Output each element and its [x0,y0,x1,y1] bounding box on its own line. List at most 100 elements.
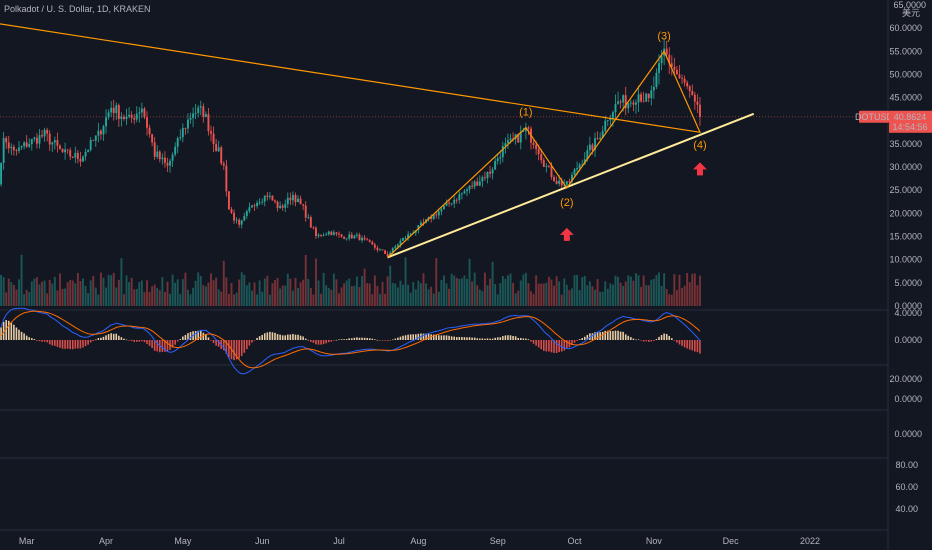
macd-histogram-bar [617,330,619,340]
macd-histogram-bar [458,336,461,340]
macd-histogram-bar [338,339,340,341]
volume-bar [59,273,61,306]
macd-histogram-bar [18,329,20,340]
time-axis-label: Apr [99,536,113,546]
macd-histogram-bar [210,340,212,341]
candle-body [491,169,494,174]
macd-histogram-bar [54,340,56,346]
macd-histogram-bar [348,338,351,340]
candle-body [489,171,491,174]
symbol-title[interactable]: Polkadot / U. S. Dollar, 1D, KRAKEN [4,4,151,14]
macd-histogram-bar [261,334,263,340]
volume-bar [82,278,84,306]
candle-body [151,134,154,143]
candle-body [691,91,694,95]
volume-bar [238,279,241,306]
volume-bar [102,277,105,306]
macd-histogram-bar [36,340,38,341]
panel5-axis-tick: 80.00 [895,460,918,470]
wave2-up-arrow-icon [559,227,574,241]
volume-bar [304,254,307,306]
symbol-badge[interactable] [859,110,889,123]
volume-bar [391,282,394,306]
candle-body [10,146,13,149]
volume-bar [427,289,430,306]
macd-histogram-bar [304,338,307,340]
time-axis-label: Mar [19,536,35,546]
macd-histogram-bar [189,332,192,340]
volume-bar [309,287,312,306]
candle-body [12,146,15,151]
volume-bar [637,275,640,306]
candle-body [82,156,84,162]
candle-body [217,147,220,152]
candle-body [652,86,655,91]
macd-histogram-bar [412,334,415,340]
macd-histogram-bar [658,336,660,340]
candle-body [550,166,553,178]
volume-bar [128,282,131,306]
volume-bar [192,287,195,306]
currency-label: 美元 [902,7,920,18]
macd-histogram-bar [624,334,627,340]
macd-histogram-bar [427,333,430,340]
volume-bar [350,286,353,306]
bar-countdown: 14:54:56 [892,122,927,132]
macd-histogram-bar [404,335,407,340]
volume-bar [647,285,650,306]
candle-body [355,234,358,236]
macd-histogram-bar [202,332,205,340]
macd-histogram-bar [371,338,374,340]
candle-body [194,112,197,114]
volume-bar [112,272,115,306]
candle-body [507,140,509,144]
support-trendline[interactable] [387,112,755,259]
macd-histogram-bar [673,340,676,341]
candle-body [665,48,668,55]
volume-bar [230,282,233,306]
volume-bar [571,288,573,306]
macd-histogram-bar [635,339,637,341]
volume-bar [18,279,20,306]
volume-bar [555,276,558,306]
candle-body [261,201,264,203]
candle-body [230,209,233,213]
macd-histogram-bar [463,337,466,340]
volume-bar [581,277,584,306]
candle-body [299,198,302,205]
last-price-badge[interactable] [889,110,932,133]
candle-body [440,209,443,212]
volume-bar [312,294,315,306]
candle-body [535,144,538,150]
candle-body [284,204,287,208]
candle-body [693,94,696,102]
volume-bar [25,289,28,306]
candle-body [381,249,384,251]
macd-histogram-bar [555,340,558,354]
macd-histogram-bar [537,340,540,348]
volume-bar [179,294,182,306]
volume-bar [483,272,486,306]
macd-histogram-bar [665,333,668,340]
macd-histogram-bar [445,335,448,340]
volume-bar [609,283,612,306]
volume-bar [322,272,325,306]
candle-body [5,138,8,143]
volume-bar [115,287,118,306]
candle-body [48,133,51,145]
volume-bar [384,293,387,306]
elliott-wave-path[interactable] [0,5,701,258]
candle-body [33,137,36,139]
macd-histogram-bar [166,340,169,352]
candle-body [274,200,276,202]
macd-histogram-bar [23,333,25,340]
volume-bar [61,288,64,306]
volume-bar [568,289,571,306]
macd-histogram-bar [330,340,333,342]
candle-body [604,120,607,132]
volume-bar [343,283,346,306]
candle-body [499,157,502,159]
candle-body [107,112,110,118]
macd-histogram-bar [97,338,100,340]
